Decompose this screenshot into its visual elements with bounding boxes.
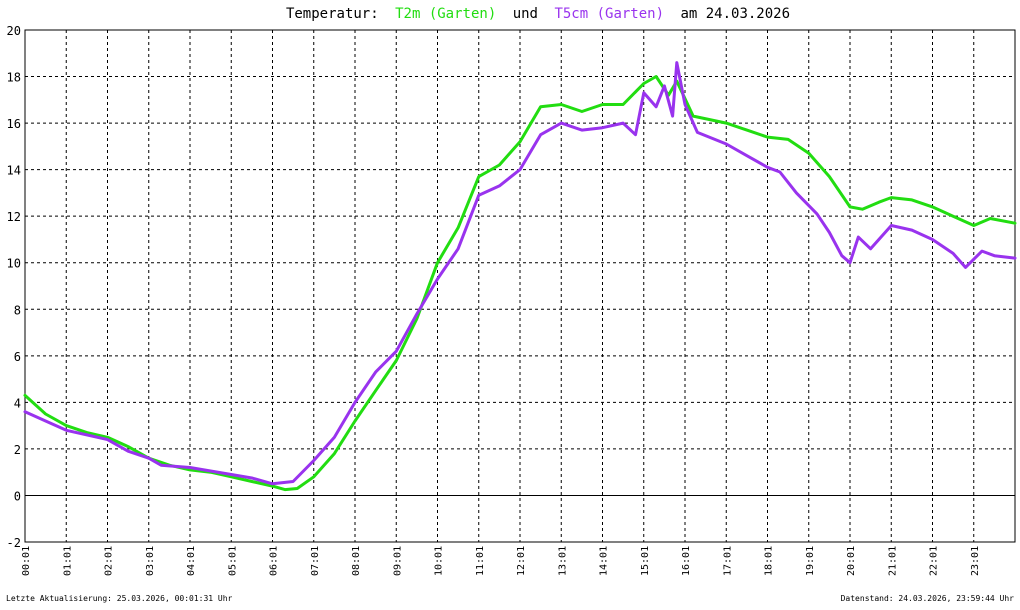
x-tick-label: 01:01 (62, 546, 73, 576)
x-tick-label: 16:01 (681, 546, 692, 576)
x-tick-label: 23:01 (970, 546, 981, 576)
y-tick-label: -2 (7, 536, 21, 550)
x-tick-label: 00:01 (21, 546, 32, 576)
x-tick-label: 20:01 (846, 546, 857, 576)
x-tick-label: 05:01 (227, 546, 238, 576)
x-tick-label: 21:01 (887, 546, 898, 576)
axis-layer: -2 0 2 4 6 8 10 12 14 16 18 20 00:01 01:01 02:01 03:01 0… (7, 24, 1016, 576)
y-tick-label: 14 (7, 164, 21, 178)
y-tick-label: 0 (14, 489, 21, 503)
x-tick-label: 17:01 (722, 546, 733, 576)
title-series-t2m: T2m (Garten) (395, 6, 496, 22)
title-prefix: Temperatur: (286, 6, 379, 22)
y-tick-label: 6 (14, 350, 21, 364)
x-tick-label: 06:01 (269, 546, 280, 576)
y-tick-label: 12 (7, 210, 21, 224)
x-tick-label: 11:01 (475, 546, 486, 576)
x-tick-label: 02:01 (104, 546, 115, 576)
title-conjunction: und (513, 6, 538, 22)
x-tick-label: 07:01 (310, 546, 321, 576)
series-layer (23, 61, 1017, 492)
x-tick-label: 08:01 (351, 546, 362, 576)
series-line-t5cm (23, 61, 1017, 486)
x-tick-label: 12:01 (516, 546, 527, 576)
footer-data-status: Datenstand: 24.03.2026, 23:59:44 Uhr (841, 594, 1015, 603)
x-tick-label: 18:01 (764, 546, 775, 576)
y-tick-label: 8 (14, 303, 21, 317)
y-tick-label: 18 (7, 71, 21, 85)
x-tick-label: 15:01 (640, 546, 651, 576)
y-tick-label: 16 (7, 117, 21, 131)
chart-title: Temperatur: T2m (Garten) und T5cm (Garte… (286, 6, 790, 22)
x-tick-label: 03:01 (145, 546, 156, 576)
x-tick-label: 14:01 (599, 546, 610, 576)
x-tick-label: 13:01 (557, 546, 568, 576)
y-tick-label: 10 (7, 257, 21, 271)
x-tick-label: 19:01 (805, 546, 816, 576)
plot-frame (24, 29, 1016, 543)
x-tick-label: 10:01 (434, 546, 445, 576)
title-date: am 24.03.2026 (680, 6, 790, 22)
x-tick-label: 04:01 (186, 546, 197, 576)
x-tick-label: 09:01 (392, 546, 403, 576)
y-tick-label: 20 (7, 24, 21, 38)
y-tick-label: 4 (14, 396, 21, 410)
title-series-t5cm: T5cm (Garten) (554, 6, 664, 22)
y-tick-label: 2 (14, 443, 21, 457)
series-line-t2m (23, 75, 1017, 492)
grid-layer (25, 30, 1015, 542)
footer-last-update: Letzte Aktualisierung: 25.03.2026, 00:01… (6, 594, 233, 603)
x-tick-label: 22:01 (929, 546, 940, 576)
